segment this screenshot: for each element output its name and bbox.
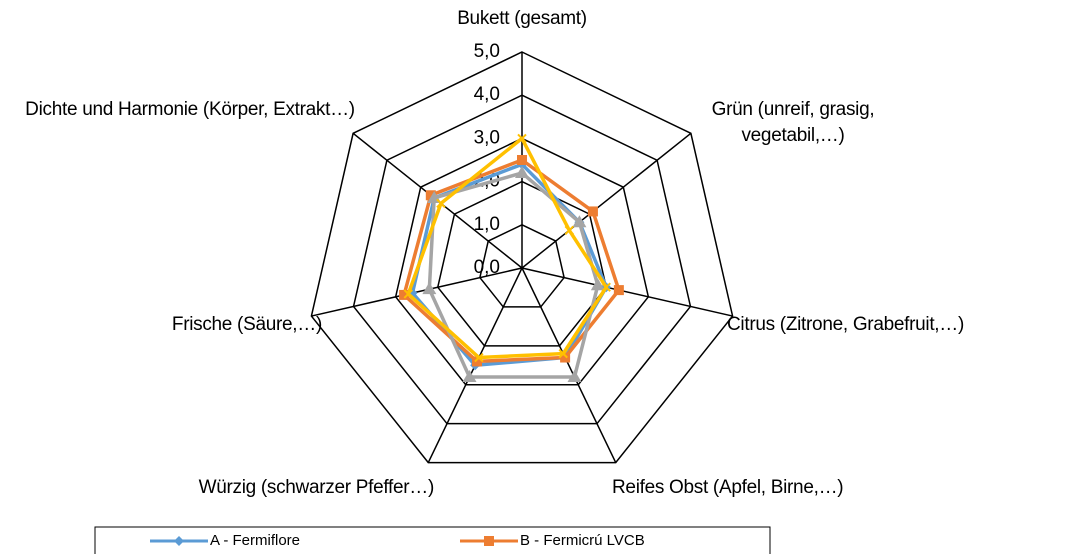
series-line xyxy=(427,171,600,379)
spoke xyxy=(521,132,692,269)
spoke xyxy=(311,267,523,317)
tick-label: 4,0 xyxy=(474,84,500,105)
legend-label: B - Fermicrú LVCB xyxy=(520,532,645,549)
marker xyxy=(484,536,494,546)
grid-ring xyxy=(310,51,734,464)
marker xyxy=(174,536,184,546)
tick-label: 3,0 xyxy=(474,127,500,148)
marker xyxy=(613,285,624,296)
marker xyxy=(601,282,611,292)
marker xyxy=(560,352,571,363)
category-label: Citrus (Zitrone, Grabefruit,…) xyxy=(727,314,964,335)
marker xyxy=(517,155,527,165)
marker xyxy=(474,352,484,363)
marker xyxy=(517,133,527,144)
marker xyxy=(590,278,605,291)
category-label: Grün (unreif, grasig, vegetabil,…) xyxy=(711,99,875,146)
grid-ring xyxy=(352,94,692,425)
tick-label: 1,0 xyxy=(474,214,500,235)
legend-label: A - Fermiflore xyxy=(210,532,300,549)
marker xyxy=(425,190,436,201)
category-label: Dichte und Harmonie (Körper, Extrakt…) xyxy=(25,99,355,120)
grid-ring xyxy=(436,180,608,347)
marker xyxy=(587,206,598,217)
marker xyxy=(564,225,574,235)
marker xyxy=(436,198,446,209)
series-line xyxy=(402,158,621,364)
marker xyxy=(515,165,529,178)
tick-label: 0,0 xyxy=(474,257,500,278)
marker xyxy=(399,289,410,300)
grid-ring xyxy=(479,223,565,308)
marker xyxy=(472,356,483,367)
series-line xyxy=(406,136,608,360)
marker xyxy=(572,215,587,228)
marker xyxy=(462,369,477,382)
marker xyxy=(558,348,568,359)
spoke xyxy=(521,267,617,463)
grid-ring xyxy=(394,137,650,386)
tick-label: 5,0 xyxy=(474,41,500,62)
marker xyxy=(403,289,413,299)
category-label: Würzig (schwarzer Pfeffer…) xyxy=(198,477,435,498)
category-label: Reifes Obst (Apfel, Birne,…) xyxy=(612,477,844,498)
category-label: Bukett (gesamt) xyxy=(457,8,587,29)
marker xyxy=(567,369,582,382)
spoke xyxy=(521,267,733,317)
category-label: Frische (Säure,…) xyxy=(171,314,322,335)
marker xyxy=(422,282,437,295)
